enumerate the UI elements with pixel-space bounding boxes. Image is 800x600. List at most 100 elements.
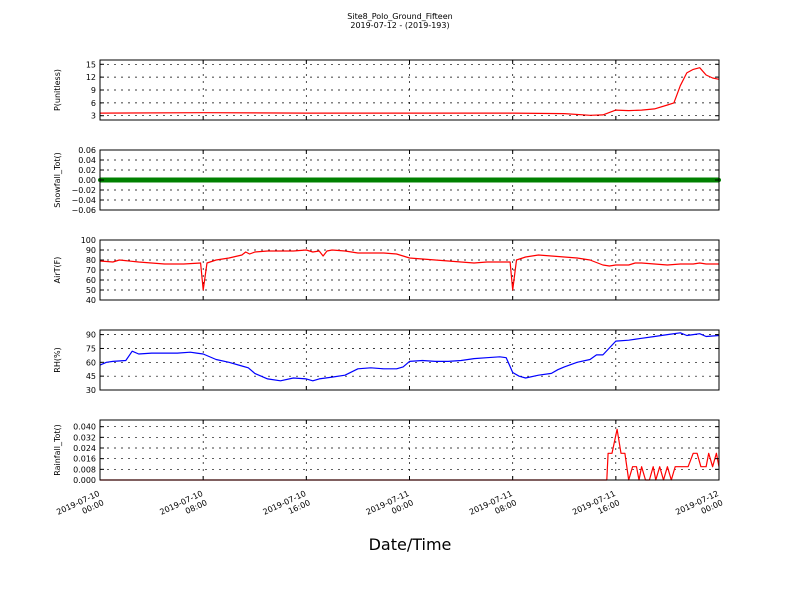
series-point xyxy=(642,178,647,182)
series-point xyxy=(510,178,515,182)
series-point xyxy=(339,178,344,182)
panel-grid xyxy=(99,239,720,301)
series-point xyxy=(194,178,199,182)
series-point xyxy=(610,178,615,182)
series-point xyxy=(517,178,522,182)
y-tick-label: 0.04 xyxy=(78,156,96,165)
series-point xyxy=(175,178,180,182)
series-point xyxy=(484,178,489,182)
series-point xyxy=(243,178,248,182)
series-point xyxy=(162,178,167,182)
series-point xyxy=(165,178,170,182)
series-point xyxy=(143,178,148,182)
series-point xyxy=(314,178,318,182)
series-point xyxy=(210,178,215,182)
series-point xyxy=(388,178,393,182)
series-point xyxy=(272,178,277,182)
series-line xyxy=(99,332,720,382)
series-point xyxy=(223,178,228,182)
series-point xyxy=(217,178,222,182)
series-point xyxy=(372,178,376,182)
series-point xyxy=(172,178,177,182)
series-point xyxy=(365,178,370,182)
y-tick-label: 40 xyxy=(86,296,96,305)
series-point xyxy=(404,178,409,182)
series-point xyxy=(539,178,544,182)
x-tick-label: 2019-07-1108:00 xyxy=(468,489,518,526)
series-point xyxy=(204,178,209,182)
series-point xyxy=(549,178,554,182)
series-point xyxy=(294,178,299,182)
series-point xyxy=(455,178,460,182)
series-point xyxy=(633,178,638,182)
series-point xyxy=(507,178,512,182)
series-point xyxy=(146,178,151,182)
series-point xyxy=(410,178,415,182)
series-point xyxy=(220,178,225,182)
series-point xyxy=(462,178,467,182)
series-point xyxy=(494,178,499,182)
x-tick-label: 2019-07-1008:00 xyxy=(158,489,208,526)
series-point xyxy=(491,178,496,182)
series-point xyxy=(423,178,428,182)
series-line xyxy=(99,249,719,291)
series-line xyxy=(99,67,720,116)
series-point xyxy=(620,178,625,182)
series-point xyxy=(362,178,367,182)
y-tick-label: 0.02 xyxy=(78,166,96,175)
y-tick-label: 0.008 xyxy=(73,465,96,474)
series-point xyxy=(678,178,683,182)
series-point xyxy=(139,178,144,182)
series-point xyxy=(352,178,357,182)
series-point xyxy=(449,178,454,182)
series-point xyxy=(504,178,509,182)
series-point xyxy=(136,178,141,182)
series-point xyxy=(278,178,283,182)
series-point xyxy=(214,178,219,182)
series-point xyxy=(288,178,293,182)
x-tick-label: 2019-07-1016:00 xyxy=(261,489,311,526)
series-point xyxy=(530,178,534,182)
series-point xyxy=(291,178,296,182)
series-point xyxy=(181,178,186,182)
series-point xyxy=(346,178,351,182)
series-point xyxy=(326,178,331,182)
series-point xyxy=(710,178,715,182)
series-point xyxy=(159,178,164,182)
series-point xyxy=(368,178,373,182)
series-point xyxy=(675,178,680,182)
series-point xyxy=(652,178,657,182)
series-point xyxy=(681,178,686,182)
series-point xyxy=(268,178,273,182)
chart-title: Site8_Polo_Ground_Fifteen xyxy=(347,12,452,21)
x-tick-label: 2019-07-1200:00 xyxy=(674,489,724,526)
series-point xyxy=(478,178,483,182)
series-point xyxy=(668,178,673,182)
series-point xyxy=(236,178,241,182)
series-point xyxy=(613,178,618,182)
series-point xyxy=(117,178,122,182)
series-point xyxy=(420,178,425,182)
series-point xyxy=(207,178,212,182)
series-point xyxy=(378,178,383,182)
series-point xyxy=(649,178,654,182)
y-tick-label: 0.040 xyxy=(73,423,96,432)
series-point xyxy=(249,178,254,182)
y-tick-label: 0.016 xyxy=(73,455,96,464)
series-point xyxy=(523,178,528,182)
series-point xyxy=(436,178,441,182)
y-tick-label: 6 xyxy=(91,99,96,108)
series-point xyxy=(565,178,570,182)
series-point xyxy=(639,178,644,182)
series-point xyxy=(407,178,412,182)
series-point xyxy=(417,178,422,182)
y-tick-label: 0.032 xyxy=(73,433,96,442)
series-point xyxy=(307,178,312,182)
series-point xyxy=(185,178,189,182)
series-point xyxy=(659,178,663,182)
series-point xyxy=(323,178,328,182)
series-point xyxy=(336,178,341,182)
series-point xyxy=(317,178,322,182)
